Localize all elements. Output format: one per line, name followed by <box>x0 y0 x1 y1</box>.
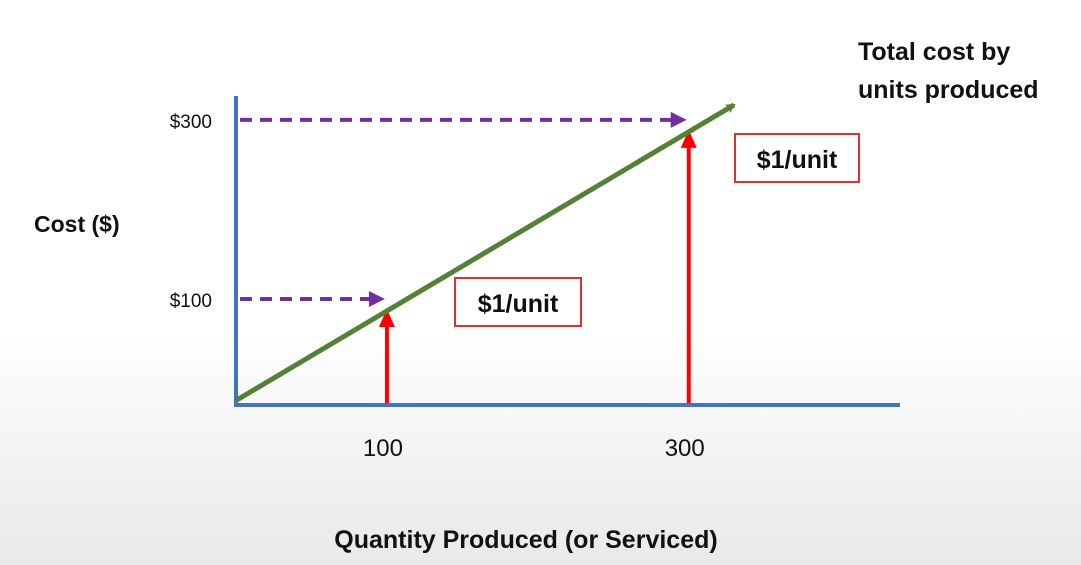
chart-title-line-1: Total cost by <box>858 38 1010 66</box>
vertical-arrow-head-100 <box>378 308 395 327</box>
vertical-arrow-head-300 <box>680 129 697 148</box>
unit-cost-label-300: $1/unit <box>757 146 838 174</box>
y-axis-label: Cost ($) <box>34 211 120 237</box>
y-tick-label-100: $100 <box>170 291 212 312</box>
unit-cost-callout-300 <box>734 133 860 183</box>
chart-title-line-2: units produced <box>858 76 1039 104</box>
x-tick-label-300: 300 <box>665 435 705 462</box>
unit-cost-label-100: $1/unit <box>478 290 559 318</box>
total-cost-line <box>234 102 736 403</box>
x-axis-label: Quantity Produced (or Serviced) <box>334 526 717 554</box>
dashed-arrow-head-300 <box>670 111 687 128</box>
x-tick-label-100: 100 <box>363 435 403 462</box>
dashed-arrow-head-100 <box>368 290 385 307</box>
unit-cost-callout-100 <box>454 277 582 327</box>
y-tick-label-300: $300 <box>170 112 212 133</box>
